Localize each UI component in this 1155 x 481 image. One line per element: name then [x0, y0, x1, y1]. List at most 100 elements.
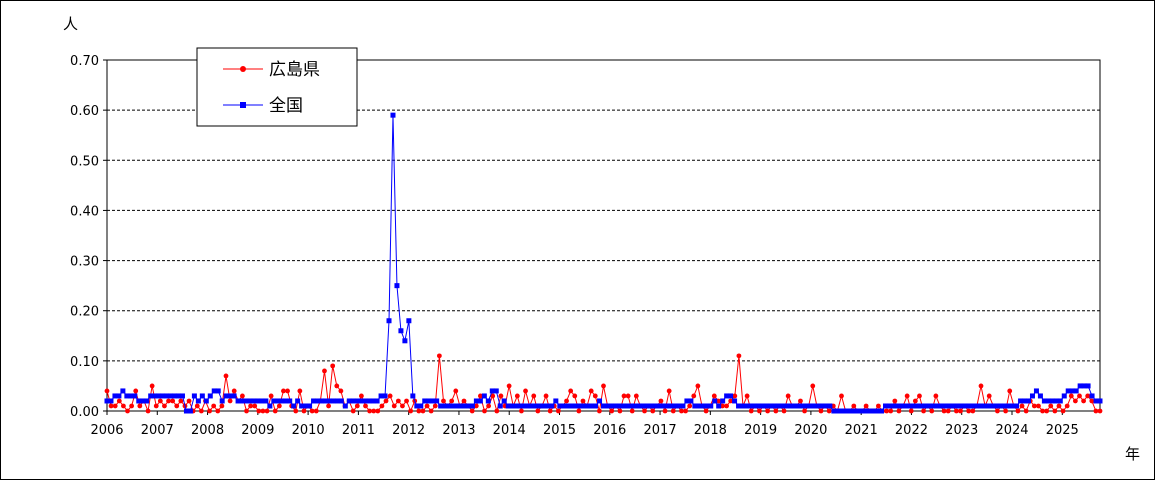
data-point — [383, 398, 389, 404]
data-point — [629, 408, 635, 414]
data-point — [531, 393, 537, 399]
data-point — [914, 403, 920, 409]
x-tick-label: 2017 — [644, 423, 677, 438]
data-point — [489, 388, 495, 394]
data-point — [346, 398, 352, 404]
data-point — [666, 388, 672, 394]
data-point — [687, 403, 693, 409]
data-point — [855, 408, 861, 414]
data-point — [432, 403, 438, 409]
data-point — [252, 403, 258, 409]
data-point — [684, 398, 690, 404]
data-point — [125, 408, 130, 414]
data-point — [420, 408, 426, 414]
data-point — [585, 403, 591, 409]
data-point — [426, 398, 432, 404]
data-point — [1081, 383, 1087, 389]
data-point — [391, 403, 397, 409]
data-point — [561, 403, 567, 409]
data-point — [565, 403, 571, 409]
data-point — [986, 403, 992, 409]
data-point — [621, 393, 627, 399]
data-point — [366, 398, 372, 404]
data-point — [281, 388, 286, 394]
data-point — [1015, 408, 1021, 414]
data-point — [535, 408, 541, 414]
data-point — [168, 393, 174, 399]
data-point — [172, 393, 178, 399]
data-point — [263, 398, 269, 404]
data-point — [178, 398, 184, 404]
data-point — [505, 403, 511, 409]
data-point — [367, 408, 373, 414]
data-point — [132, 393, 138, 399]
x-axis-unit-label: 年 — [1125, 445, 1140, 463]
data-point — [255, 398, 261, 404]
data-point — [148, 393, 154, 399]
data-point — [183, 408, 189, 414]
data-point — [995, 408, 1000, 414]
data-point — [1093, 398, 1099, 404]
data-point — [482, 408, 487, 414]
data-point — [149, 383, 155, 389]
data-point — [902, 403, 908, 409]
data-point — [888, 408, 894, 414]
data-point — [644, 403, 650, 409]
data-point — [338, 398, 344, 404]
data-point — [871, 408, 877, 414]
data-point — [359, 393, 364, 399]
data-point — [958, 408, 963, 414]
data-point — [863, 408, 869, 414]
data-point — [692, 403, 698, 409]
data-point — [884, 408, 890, 414]
data-point — [831, 408, 837, 414]
x-tick-label: 2011 — [342, 423, 375, 438]
data-point — [751, 403, 757, 409]
data-point — [1026, 398, 1032, 404]
data-point — [839, 408, 845, 414]
data-point — [186, 398, 192, 404]
data-point — [573, 403, 579, 409]
data-point — [121, 403, 126, 409]
x-tick-label: 2013 — [442, 423, 475, 438]
data-point — [334, 398, 340, 404]
data-point — [1077, 393, 1082, 399]
data-point — [523, 388, 528, 394]
data-point — [1069, 388, 1075, 394]
data-point — [406, 318, 412, 324]
data-point — [243, 398, 249, 404]
data-point — [354, 398, 360, 404]
data-point — [775, 403, 781, 409]
data-point — [153, 403, 159, 409]
data-point — [958, 403, 964, 409]
data-point — [580, 398, 586, 404]
y-tick-label: 0.00 — [70, 405, 99, 420]
data-point — [156, 393, 162, 399]
data-point — [656, 403, 662, 409]
data-point — [835, 408, 841, 414]
data-point — [374, 398, 380, 404]
data-point — [700, 403, 706, 409]
data-point — [152, 393, 158, 399]
data-point — [1049, 398, 1055, 404]
data-point — [137, 403, 143, 409]
data-point — [642, 408, 647, 414]
data-point — [174, 403, 180, 409]
data-point — [1077, 383, 1083, 389]
series-layer — [104, 112, 1103, 414]
data-point — [354, 403, 360, 409]
data-point — [918, 403, 924, 409]
data-point — [525, 403, 531, 409]
data-point — [744, 393, 750, 399]
data-point — [1044, 408, 1050, 414]
data-point — [930, 403, 936, 409]
data-point — [688, 398, 694, 404]
data-point — [1065, 388, 1071, 394]
data-point — [461, 398, 467, 404]
y-tick-label: 0.60 — [70, 104, 99, 119]
data-point — [315, 398, 321, 404]
data-point — [890, 403, 896, 409]
data-point — [892, 398, 898, 404]
data-point — [1097, 398, 1103, 404]
data-point — [612, 403, 618, 409]
